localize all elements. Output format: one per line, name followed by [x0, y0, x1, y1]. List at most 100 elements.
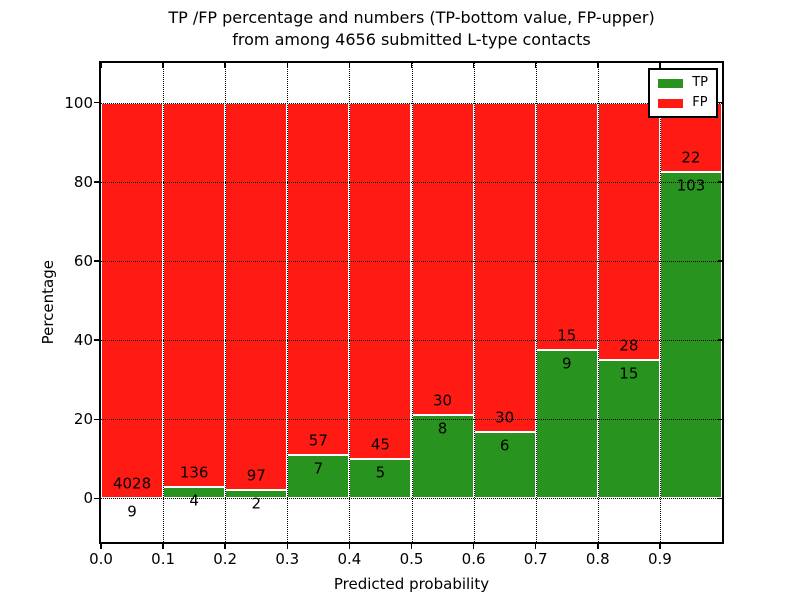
grid-vline	[225, 63, 227, 542]
fp-bar-segment	[101, 102, 164, 498]
fp-count-label: 22	[681, 148, 701, 167]
fp-count-label: 15	[557, 326, 577, 345]
grid-vline	[163, 63, 165, 542]
x-tick-mark	[410, 544, 413, 549]
grid-vline	[535, 63, 537, 542]
x-tick-label: 0.9	[647, 550, 672, 568]
fp-bar-segment	[287, 102, 350, 456]
plot-area: Predicted probability Percentage TP FP 4…	[39, 61, 724, 593]
legend-label-fp: FP	[692, 95, 708, 110]
y-tick-label: 20	[73, 410, 93, 429]
x-tick-label: 0.7	[523, 550, 548, 568]
tp-count-label: 103	[676, 176, 706, 195]
fp-count-label: 136	[179, 463, 209, 482]
y-tick-mark-right	[718, 418, 723, 421]
y-tick-mark	[94, 260, 99, 262]
x-tick-label: 0.3	[275, 550, 300, 568]
x-tick-mark-top	[286, 63, 289, 68]
x-tick-mark	[348, 544, 351, 549]
fp-bar-segment	[349, 102, 412, 459]
fp-bar-segment	[411, 102, 474, 416]
y-tick-mark	[94, 339, 99, 341]
x-tick-mark-top	[224, 63, 226, 68]
tp-count-label: 8	[437, 419, 448, 438]
x-tick-mark	[286, 544, 289, 549]
grid-vline	[473, 63, 475, 542]
tp-count-label: 2	[251, 494, 262, 513]
fp-bar-segment	[535, 102, 598, 350]
y-axis-label: Percentage	[39, 63, 57, 542]
tp-bar-segment	[287, 455, 350, 499]
fp-bar-segment	[597, 102, 660, 361]
y-tick-mark-right	[718, 339, 723, 341]
x-tick-mark-top	[534, 63, 537, 68]
fp-count-label: 30	[433, 391, 453, 410]
y-tick-label: 0	[83, 489, 93, 508]
x-tick-mark	[659, 544, 661, 549]
fp-count-label: 28	[619, 336, 639, 355]
fp-count-label: 57	[308, 431, 328, 450]
y-tick-label: 40	[73, 331, 93, 350]
y-tick-mark-right	[718, 181, 723, 183]
x-tick-mark-top	[162, 63, 164, 68]
legend: TP FP	[648, 68, 718, 118]
grid-vline	[349, 63, 351, 542]
y-tick-mark-right	[718, 260, 723, 262]
fp-bar-segment	[163, 102, 226, 488]
grid-vline	[287, 63, 289, 542]
chart-title-line1: TP /FP percentage and numbers (TP-bottom…	[168, 8, 655, 27]
y-tick-mark	[94, 497, 99, 500]
x-tick-mark-top	[597, 63, 599, 68]
x-tick-label: 0.0	[89, 550, 113, 568]
x-tick-mark	[162, 544, 164, 549]
tp-count-label: 7	[313, 459, 324, 478]
x-tick-mark-top	[472, 63, 475, 68]
tp-bar-segment	[659, 172, 722, 499]
tp-count-label: 15	[619, 364, 639, 383]
x-tick-label: 0.5	[399, 550, 424, 568]
tp-count-label: 5	[375, 463, 386, 482]
y-tick-mark	[94, 418, 99, 421]
fp-count-label: 97	[246, 466, 266, 485]
y-tick-mark	[94, 101, 99, 104]
fp-bar-segment	[225, 102, 288, 491]
tp-swatch-icon	[658, 78, 684, 88]
tp-count-label: 4	[189, 491, 199, 510]
x-tick-mark	[472, 544, 475, 549]
x-tick-mark-top	[100, 63, 102, 68]
tp-count-label: 9	[127, 502, 137, 521]
tp-bar-segment	[411, 415, 474, 499]
grid-vline	[659, 63, 661, 542]
x-tick-mark-top	[659, 63, 661, 68]
fp-swatch-icon	[658, 98, 684, 108]
fp-count-label: 30	[495, 408, 515, 427]
tp-bar-segment	[473, 432, 536, 499]
x-tick-mark	[224, 544, 226, 549]
x-tick-label: 0.2	[213, 550, 238, 568]
x-tick-label: 0.6	[461, 550, 486, 568]
y-tick-label: 80	[73, 172, 93, 191]
y-tick-label: 100	[64, 93, 93, 112]
fp-count-label: 45	[370, 435, 390, 454]
chart-title-line2: from among 4656 submitted L-type contact…	[232, 30, 591, 49]
y-tick-mark-right	[718, 101, 723, 104]
x-tick-mark	[100, 544, 102, 549]
y-tick-label: 60	[73, 251, 93, 270]
y-tick-mark	[94, 181, 99, 183]
fp-count-label: 4028	[112, 474, 152, 493]
tp-bar-segment	[597, 360, 660, 499]
x-tick-label: 0.4	[337, 550, 362, 568]
x-tick-label: 0.1	[151, 550, 176, 568]
x-tick-mark	[597, 544, 599, 549]
grid-vline	[411, 63, 413, 542]
tp-count-label: 6	[499, 436, 510, 455]
x-tick-mark-top	[410, 63, 413, 68]
chart-title: TP /FP percentage and numbers (TP-bottom…	[99, 7, 724, 51]
tp-count-label: 9	[561, 354, 572, 373]
legend-entry-tp: TP	[658, 76, 708, 90]
legend-entry-fp: FP	[658, 96, 708, 110]
x-tick-label: 0.8	[585, 550, 610, 568]
legend-label-tp: TP	[692, 75, 708, 90]
tp-bar-segment	[535, 350, 598, 499]
